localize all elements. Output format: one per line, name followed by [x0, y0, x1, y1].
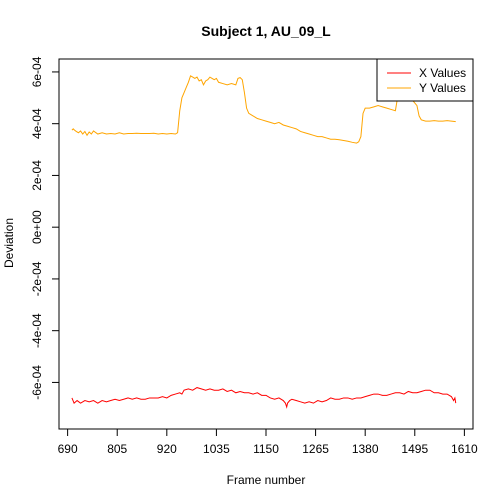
- legend-box: [376, 58, 474, 102]
- y-tick-label: -6e-04: [30, 365, 44, 400]
- x-tick-label: 1495: [401, 442, 428, 456]
- plot-area: [71, 75, 457, 409]
- x-tick-label: 1035: [203, 442, 230, 456]
- x-axis: 690 805 920 1035 1150 1265 1380 1495 1610: [58, 428, 478, 456]
- y-axis-label: Deviation: [2, 218, 16, 268]
- y-tick-label: 4e-04: [30, 108, 44, 139]
- x-tick-label: 1150: [253, 442, 279, 456]
- x-tick-label: 1610: [451, 442, 478, 456]
- y-tick-label: -4e-04: [30, 313, 44, 348]
- x-tick-label: 805: [107, 442, 127, 456]
- plot-border: [58, 58, 474, 430]
- series-line-1: [71, 387, 457, 409]
- y-tick-label: -2e-04: [30, 261, 44, 296]
- x-tick-label: 690: [58, 442, 78, 456]
- y-axis: -6e-04 -4e-04 -2e-04 0e+00 2e-04 4e-04 6e-04: [30, 56, 60, 400]
- x-axis-label: Frame number: [227, 473, 306, 487]
- x-tick-label: 1380: [352, 442, 379, 456]
- chart-title: Subject 1, AU_09_L: [201, 23, 331, 39]
- legend-entry: Y Values: [419, 81, 466, 95]
- legend-entry: X Values: [419, 66, 466, 80]
- series-line-2: [71, 75, 456, 144]
- x-tick-label: 920: [157, 442, 177, 456]
- x-tick-label: 1265: [302, 442, 329, 456]
- y-tick-label: 0e+00: [30, 210, 44, 244]
- y-tick-label: 2e-04: [30, 160, 44, 191]
- y-tick-label: 6e-04: [30, 56, 44, 87]
